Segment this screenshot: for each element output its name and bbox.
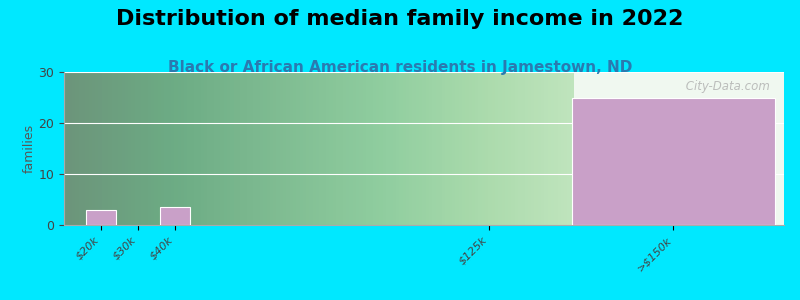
Bar	[86, 210, 116, 225]
Bar	[572, 98, 774, 225]
Bar	[574, 72, 784, 225]
Text: Distribution of median family income in 2022: Distribution of median family income in …	[116, 9, 684, 29]
Text: City-Data.com: City-Data.com	[682, 80, 770, 93]
Y-axis label: families: families	[22, 124, 36, 173]
Bar	[160, 207, 190, 225]
Text: Black or African American residents in Jamestown, ND: Black or African American residents in J…	[168, 60, 632, 75]
